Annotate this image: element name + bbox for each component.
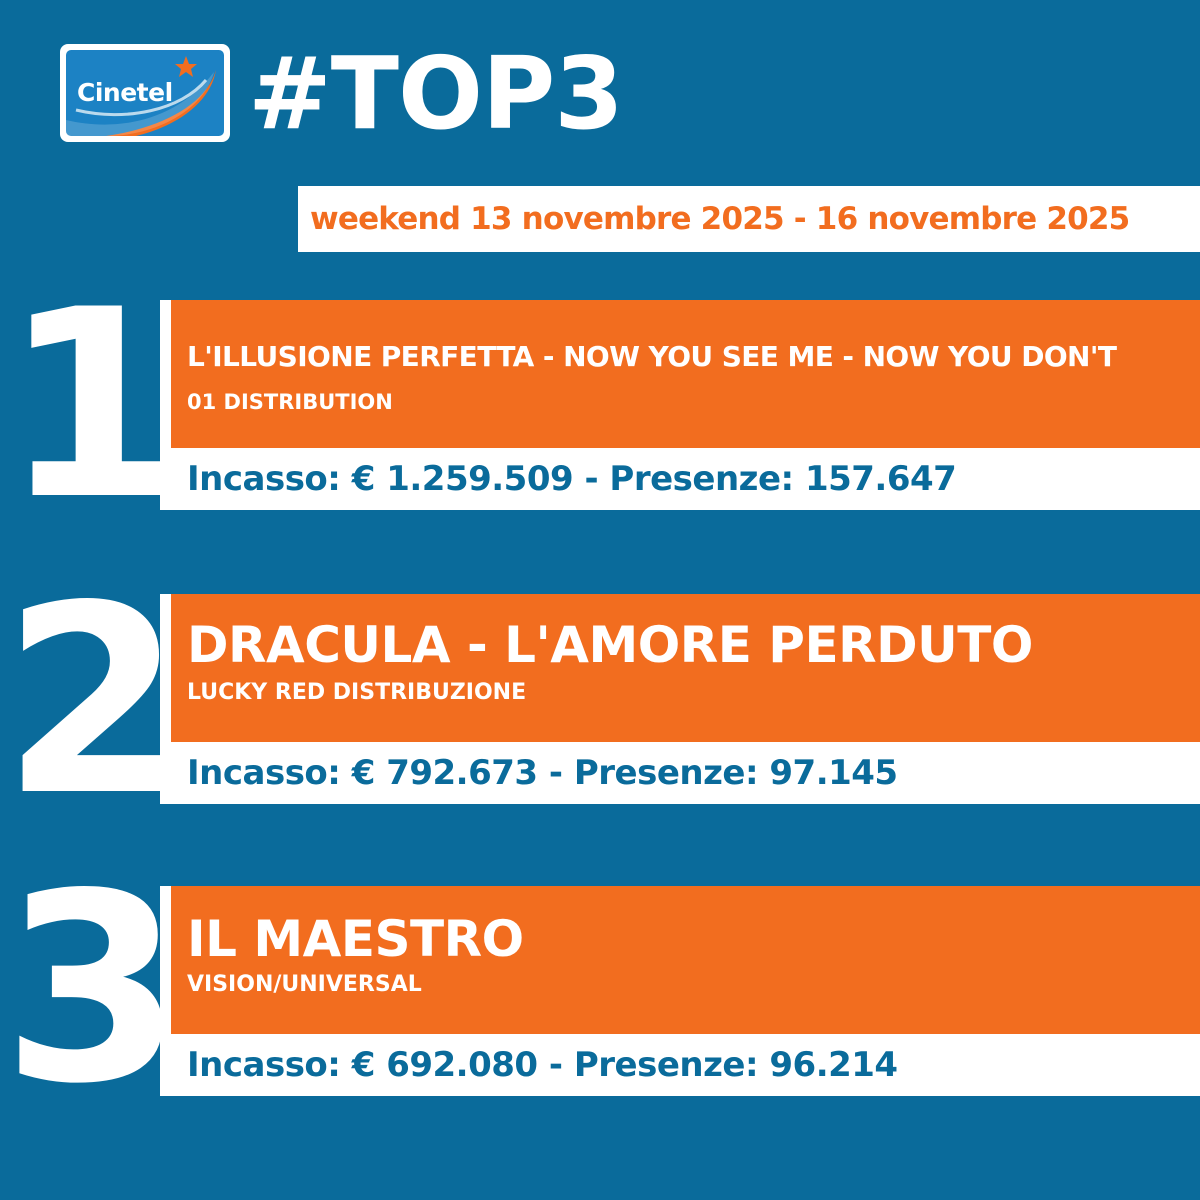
logo-text: Cinetel — [77, 78, 173, 107]
entry-title-band: L'ILLUSIONE PERFETTA - NOW YOU SEE ME - … — [171, 300, 1200, 448]
page-title: #TOP3 — [248, 35, 624, 152]
rank-2-number-block: 2 — [0, 551, 183, 853]
box-office-stats: Incasso: € 692.080 - Presenze: 96.214 — [187, 1045, 898, 1085]
ranking-entry-1: L'ILLUSIONE PERFETTA - NOW YOU SEE ME - … — [160, 300, 1200, 510]
date-range-text: weekend 13 novembre 2025 - 16 novembre 2… — [310, 201, 1130, 237]
entry-title-band: IL MAESTRO VISION/UNIVERSAL — [171, 886, 1200, 1034]
logo-swoosh-icon — [66, 56, 216, 136]
movie-title: L'ILLUSIONE PERFETTA - NOW YOU SEE ME - … — [187, 340, 1117, 373]
box-office-stats: Incasso: € 1.259.509 - Presenze: 157.647 — [187, 459, 957, 499]
distributor-name: VISION/UNIVERSAL — [187, 972, 422, 997]
star-icon — [175, 56, 197, 77]
rank-number: 2 — [2, 551, 183, 853]
distributor-name: LUCKY RED DISTRIBUZIONE — [187, 680, 527, 705]
ranking-entry-3: IL MAESTRO VISION/UNIVERSAL Incasso: € 6… — [160, 886, 1200, 1096]
entry-title-band: DRACULA - L'AMORE PERDUTO LUCKY RED DIST… — [171, 594, 1200, 742]
rank-1-number-block: 1 — [0, 255, 183, 557]
movie-title: IL MAESTRO — [187, 910, 524, 968]
logo-badge: Cinetel — [66, 50, 224, 136]
date-range-banner: weekend 13 novembre 2025 - 16 novembre 2… — [298, 186, 1200, 252]
distributor-name: 01 DISTRIBUTION — [187, 390, 393, 414]
movie-title: DRACULA - L'AMORE PERDUTO — [187, 616, 1033, 674]
rank-number: 3 — [2, 839, 183, 1141]
rank-number: 1 — [2, 255, 183, 557]
box-office-stats: Incasso: € 792.673 - Presenze: 97.145 — [187, 753, 898, 793]
cinetel-logo: Cinetel — [60, 44, 230, 142]
ranking-entry-2: DRACULA - L'AMORE PERDUTO LUCKY RED DIST… — [160, 594, 1200, 804]
rank-3-number-block: 3 — [0, 839, 183, 1141]
